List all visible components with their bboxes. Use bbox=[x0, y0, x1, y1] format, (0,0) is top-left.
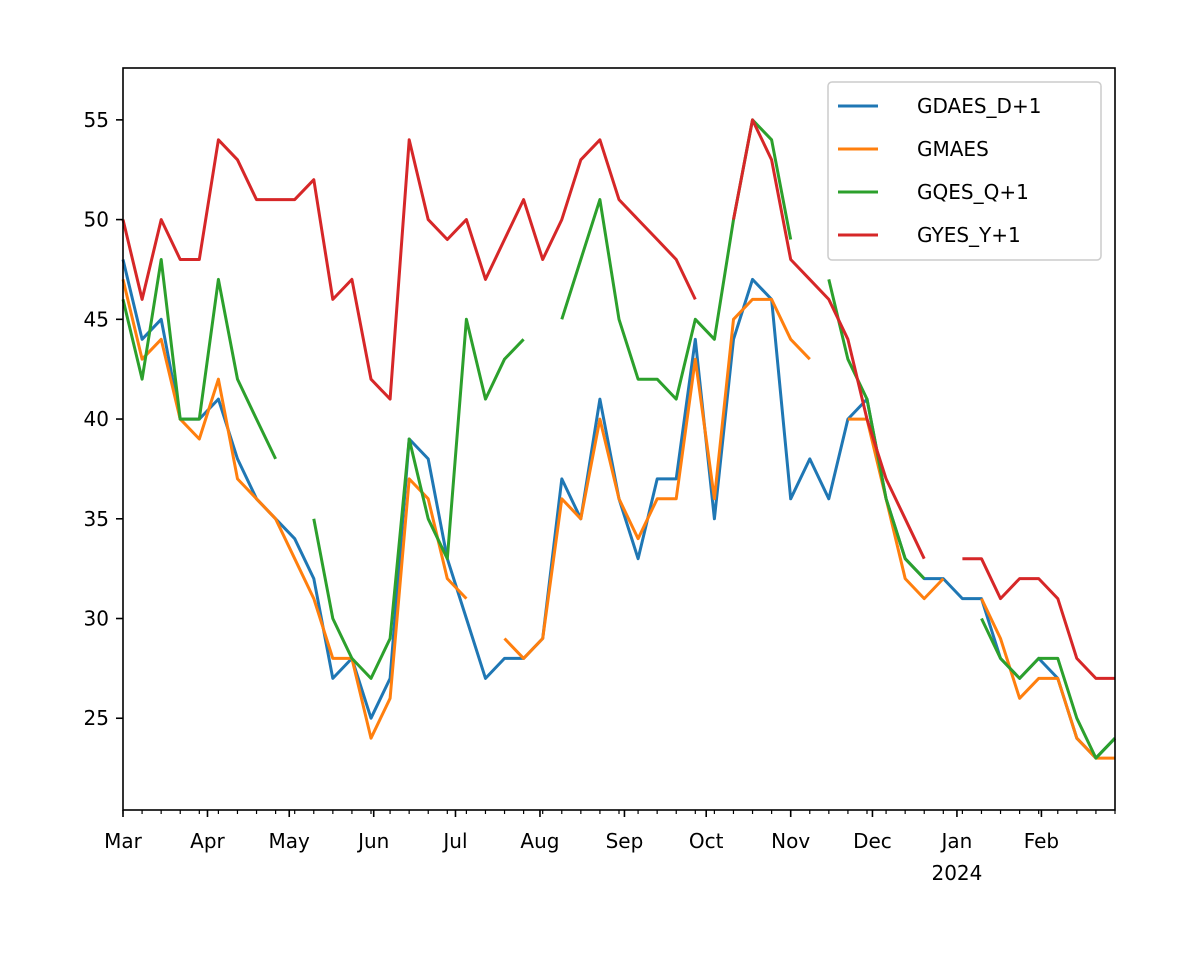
legend-item: GMAES bbox=[838, 137, 989, 161]
legend-label: GQES_Q+1 bbox=[917, 180, 1029, 204]
legend-label: GYES_Y+1 bbox=[917, 223, 1021, 247]
x-tick-label: Jul bbox=[441, 829, 467, 853]
x-tick-label: May bbox=[269, 829, 311, 853]
y-tick-label: 55 bbox=[84, 108, 109, 132]
series-line-0 bbox=[121, 259, 1117, 760]
y-tick-label: 40 bbox=[84, 407, 109, 431]
x-tick-label: Nov bbox=[771, 829, 810, 853]
series-line-2 bbox=[121, 118, 1117, 760]
legend-label: GDAES_D+1 bbox=[917, 94, 1041, 118]
y-tick-label: 45 bbox=[84, 307, 109, 331]
x-tick-label: Sep bbox=[606, 829, 644, 853]
legend-label: GMAES bbox=[917, 137, 989, 161]
x-tick-label: Feb bbox=[1024, 829, 1059, 853]
x-tick-year-label: 2024 bbox=[931, 861, 982, 885]
x-tick-label: Oct bbox=[689, 829, 724, 853]
x-tick-label: Aug bbox=[520, 829, 559, 853]
legend-item: GYES_Y+1 bbox=[838, 223, 1021, 247]
x-tick-label: Mar bbox=[104, 829, 143, 853]
legend-item: GDAES_D+1 bbox=[838, 94, 1041, 118]
y-tick-label: 50 bbox=[84, 208, 109, 232]
legend-box bbox=[827, 81, 1102, 261]
legend-item: GQES_Q+1 bbox=[838, 180, 1029, 204]
legend: GDAES_D+1 GMAES GQES_Q+1 GYES_Y+1 bbox=[827, 81, 1102, 261]
x-axis: Mar Apr May Jun Jul Aug Sep Oct Nov Dec Jan 2024 Feb bbox=[104, 810, 1116, 885]
y-tick-label: 30 bbox=[84, 607, 109, 631]
x-tick-label: Jun bbox=[356, 829, 389, 853]
y-tick-label: 35 bbox=[84, 507, 109, 531]
x-tick-label: Apr bbox=[190, 829, 225, 853]
y-tick-label: 25 bbox=[84, 706, 109, 730]
x-tick-label: Dec bbox=[853, 829, 892, 853]
series-line-3 bbox=[121, 118, 1115, 680]
series-lines bbox=[121, 118, 1117, 760]
x-tick-label: Jan bbox=[940, 829, 973, 853]
series-line-1 bbox=[121, 279, 1115, 760]
y-axis: 25 30 35 40 45 50 55 bbox=[84, 108, 123, 730]
